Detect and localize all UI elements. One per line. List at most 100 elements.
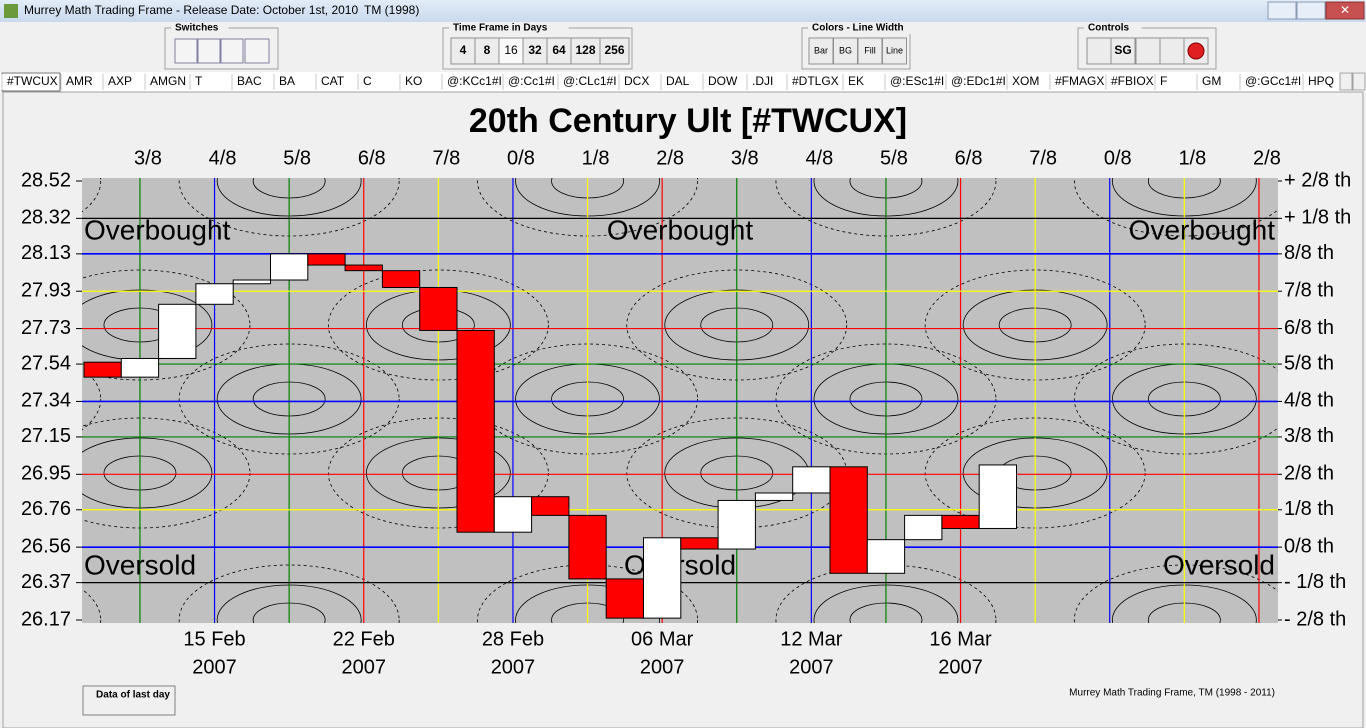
tab[interactable]: GM [1202,74,1221,88]
y2-tick-label: 5/8 th [1284,352,1334,374]
time-fraction-label: 4/8 [209,147,237,169]
tab[interactable]: KO [405,74,422,88]
tab[interactable]: HPQ [1308,74,1334,88]
x-tick-year: 2007 [640,656,685,678]
group-label-bg [449,22,569,34]
tab[interactable]: AMGN [150,74,186,88]
control-button[interactable] [1086,37,1112,65]
maximize-button[interactable] [1296,1,1326,20]
timeframe-button[interactable] [522,37,548,65]
y2-tick-label: 2/8 th [1284,463,1334,485]
candle [381,270,421,288]
credit: Murrey Math Trading Frame, TM (1998 - 20… [1069,688,1275,699]
time-fraction-label: 7/8 [1029,147,1057,169]
tab[interactable]: @:KCc1#I [447,74,502,88]
tab[interactable]: @:Cc1#I [508,74,555,88]
time-fraction-label: 6/8 [358,147,386,169]
tab[interactable]: @:ESc1#I [890,74,944,88]
timeframe-label: 64 [552,43,566,57]
color-button[interactable] [882,37,907,65]
timeframe-button[interactable] [599,37,630,65]
candle [158,303,197,359]
tab[interactable]: F [1160,74,1167,88]
x-tick-label: 06 Mar [631,628,694,650]
tab[interactable]: BAC [237,74,262,88]
time-fraction-label: 3/8 [731,147,759,169]
tab-strip [0,72,1366,92]
tab[interactable]: @:EDc1#I [951,74,1006,88]
dashed-ellipse [477,564,698,623]
tab[interactable]: XOM [1012,74,1039,88]
candle [754,492,794,501]
time-fraction-label: 2/8 [656,147,684,169]
candle [978,464,1018,529]
group-label: Colors - Line Width [812,23,904,34]
y-tick-label: 26.17 [21,608,71,630]
tab[interactable]: AMR [66,74,93,88]
timeframe-button[interactable] [570,37,601,65]
tab[interactable]: @:CLc1#I [563,74,617,88]
switch-button[interactable] [174,38,198,64]
color-label: BG [839,45,852,55]
y-tick-label: 28.32 [21,207,71,229]
color-button[interactable] [808,37,834,65]
candle [792,466,831,494]
tab[interactable]: .DJI [752,74,773,88]
close-button[interactable] [1325,1,1365,20]
tab[interactable]: BA [279,74,295,88]
tab[interactable]: @:GCc1#I [1245,74,1301,88]
control-button[interactable] [1135,37,1161,65]
candle [568,514,607,580]
last-day-button[interactable] [82,685,176,716]
switch-button[interactable] [197,38,221,64]
timeframe-button[interactable] [450,37,476,65]
window-tm: TM (1998) [364,3,419,17]
tab[interactable]: #DTLGX [792,74,839,88]
title-bar [0,0,1366,22]
candle [605,578,645,619]
x-tick-label: 28 Feb [482,628,544,650]
switch-button[interactable] [220,38,244,64]
chart-title: 20th Century Ult [#TWCUX] [469,102,907,140]
tab[interactable]: DOW [708,74,738,88]
candle [829,466,868,574]
tab[interactable]: EK [848,74,864,88]
time-fraction-label: 5/8 [880,147,908,169]
tab-scroll-right[interactable] [1352,72,1366,91]
tab-scroll-left[interactable] [1339,72,1353,91]
zone-annotation: Oversold [1163,549,1275,580]
timeframe-button[interactable] [498,37,524,65]
group-label-bg [808,22,934,34]
tab[interactable]: #FMAGX [1055,74,1104,88]
time-fraction-label: 0/8 [507,147,535,169]
y-tick-label: 27.73 [21,317,71,339]
time-fraction-label: 1/8 [1178,147,1206,169]
color-label: Line [886,45,903,55]
y-tick-label: 28.13 [21,242,71,264]
minimize-button[interactable] [1267,1,1297,20]
y-tick-label: 27.15 [21,425,71,447]
group-box [1077,27,1217,70]
tab[interactable]: #FBIOX [1111,74,1154,88]
tab[interactable]: T [195,74,203,88]
x-tick-label: 22 Feb [333,628,395,650]
x-tick-year: 2007 [342,656,387,678]
switch-button[interactable] [244,38,270,64]
control-button[interactable] [1159,37,1185,65]
tab[interactable]: DCX [624,74,649,88]
tab[interactable]: #TWCUX [7,74,58,88]
color-button[interactable] [833,37,858,65]
control-button[interactable] [1110,37,1136,65]
time-fraction-label: 0/8 [1104,147,1132,169]
tab[interactable]: AXP [108,74,132,88]
time-fraction-label: 2/8 [1253,147,1281,169]
tab[interactable]: DAL [666,74,690,88]
timeframe-label: 256 [604,43,624,57]
tab[interactable]: C [363,74,372,88]
time-fraction-label: 1/8 [582,147,610,169]
zone-annotation: Overbought [84,214,231,245]
y-tick-label: 26.76 [21,498,71,520]
tab[interactable]: CAT [321,74,345,88]
